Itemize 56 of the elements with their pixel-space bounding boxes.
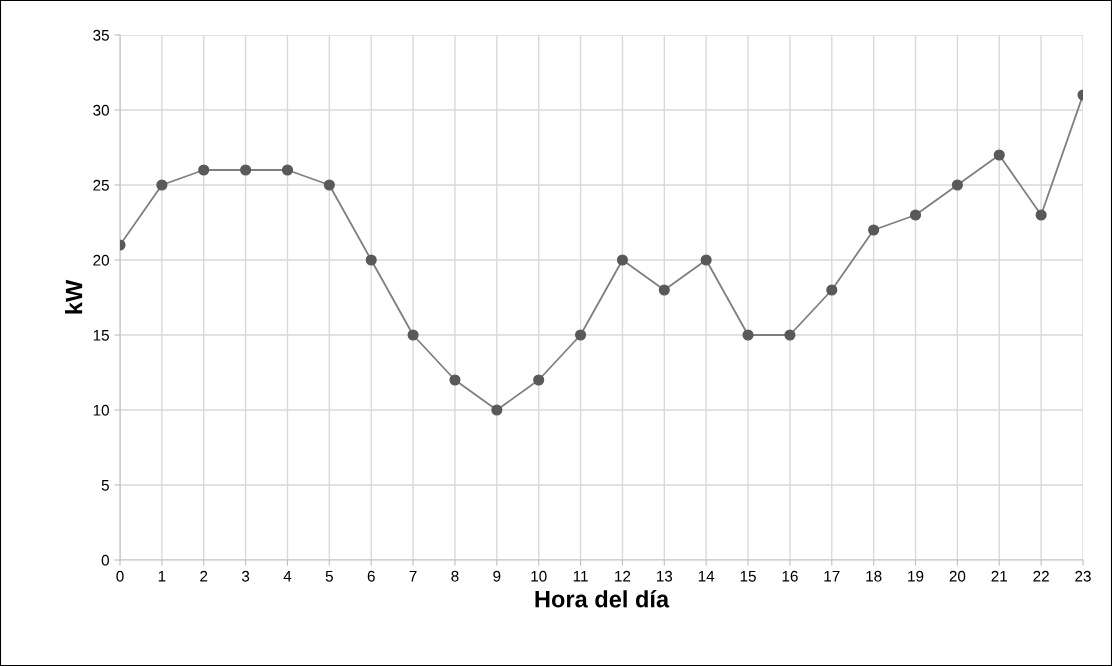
- x-tick-label: 9: [493, 570, 501, 582]
- point: [281, 164, 294, 176]
- x-tick-label: 11: [573, 570, 588, 582]
- point: [909, 209, 922, 221]
- point: [826, 284, 838, 296]
- x-tick-label: 16: [782, 570, 798, 582]
- x-tick-label: 4: [283, 570, 292, 582]
- x-tick-label: 5: [325, 570, 333, 582]
- point: [868, 224, 880, 236]
- point: [616, 254, 628, 266]
- x-tick-label: 23: [1075, 570, 1091, 582]
- point: [323, 179, 335, 191]
- point: [951, 179, 963, 191]
- point: [1035, 209, 1047, 221]
- x-tick-label: 18: [866, 570, 882, 582]
- point: [407, 329, 419, 341]
- y-tick-label: 35: [93, 29, 109, 41]
- point: [365, 254, 377, 266]
- x-tick-label: 15: [740, 570, 756, 582]
- point: [658, 284, 670, 296]
- x-tick-label: 10: [531, 570, 547, 582]
- x-tick-label: 0: [116, 570, 124, 582]
- point: [993, 149, 1005, 161]
- point: [156, 179, 168, 191]
- x-tick-label: 2: [200, 570, 208, 582]
- point: [700, 254, 712, 266]
- y-tick-label: 5: [101, 480, 109, 491]
- y-tick-label: 20: [93, 254, 109, 266]
- x-tick-label: 17: [824, 570, 840, 582]
- point: [742, 329, 754, 341]
- point: [784, 329, 796, 341]
- point: [449, 374, 461, 386]
- x-tick-label: 19: [908, 570, 924, 582]
- y-tick-label: 0: [101, 554, 109, 566]
- x-tick-label: 21: [991, 570, 1008, 582]
- y-tick-label: 30: [93, 104, 109, 116]
- y-tick-label: 10: [93, 404, 109, 416]
- x-axis-title: Hora del día: [535, 590, 670, 608]
- y-tick-label: 25: [93, 179, 109, 191]
- point: [533, 374, 545, 386]
- point: [575, 329, 587, 341]
- x-tick-label: 7: [409, 570, 417, 582]
- x-tick-label: 22: [1033, 570, 1049, 582]
- point: [240, 164, 252, 176]
- y-tick-label: 15: [93, 330, 109, 341]
- x-tick-label: 20: [949, 570, 966, 582]
- x-tick-label: 3: [241, 570, 250, 582]
- y-axis-title: kW: [65, 279, 83, 314]
- x-tick-label: 1: [158, 570, 166, 582]
- x-tick-label: 14: [698, 570, 715, 582]
- x-tick-label: 6: [367, 570, 375, 582]
- x-tick-label: 8: [451, 570, 459, 582]
- point: [198, 164, 210, 176]
- x-tick-label: 13: [656, 570, 673, 582]
- point: [491, 404, 503, 416]
- x-tick-label: 12: [615, 570, 631, 582]
